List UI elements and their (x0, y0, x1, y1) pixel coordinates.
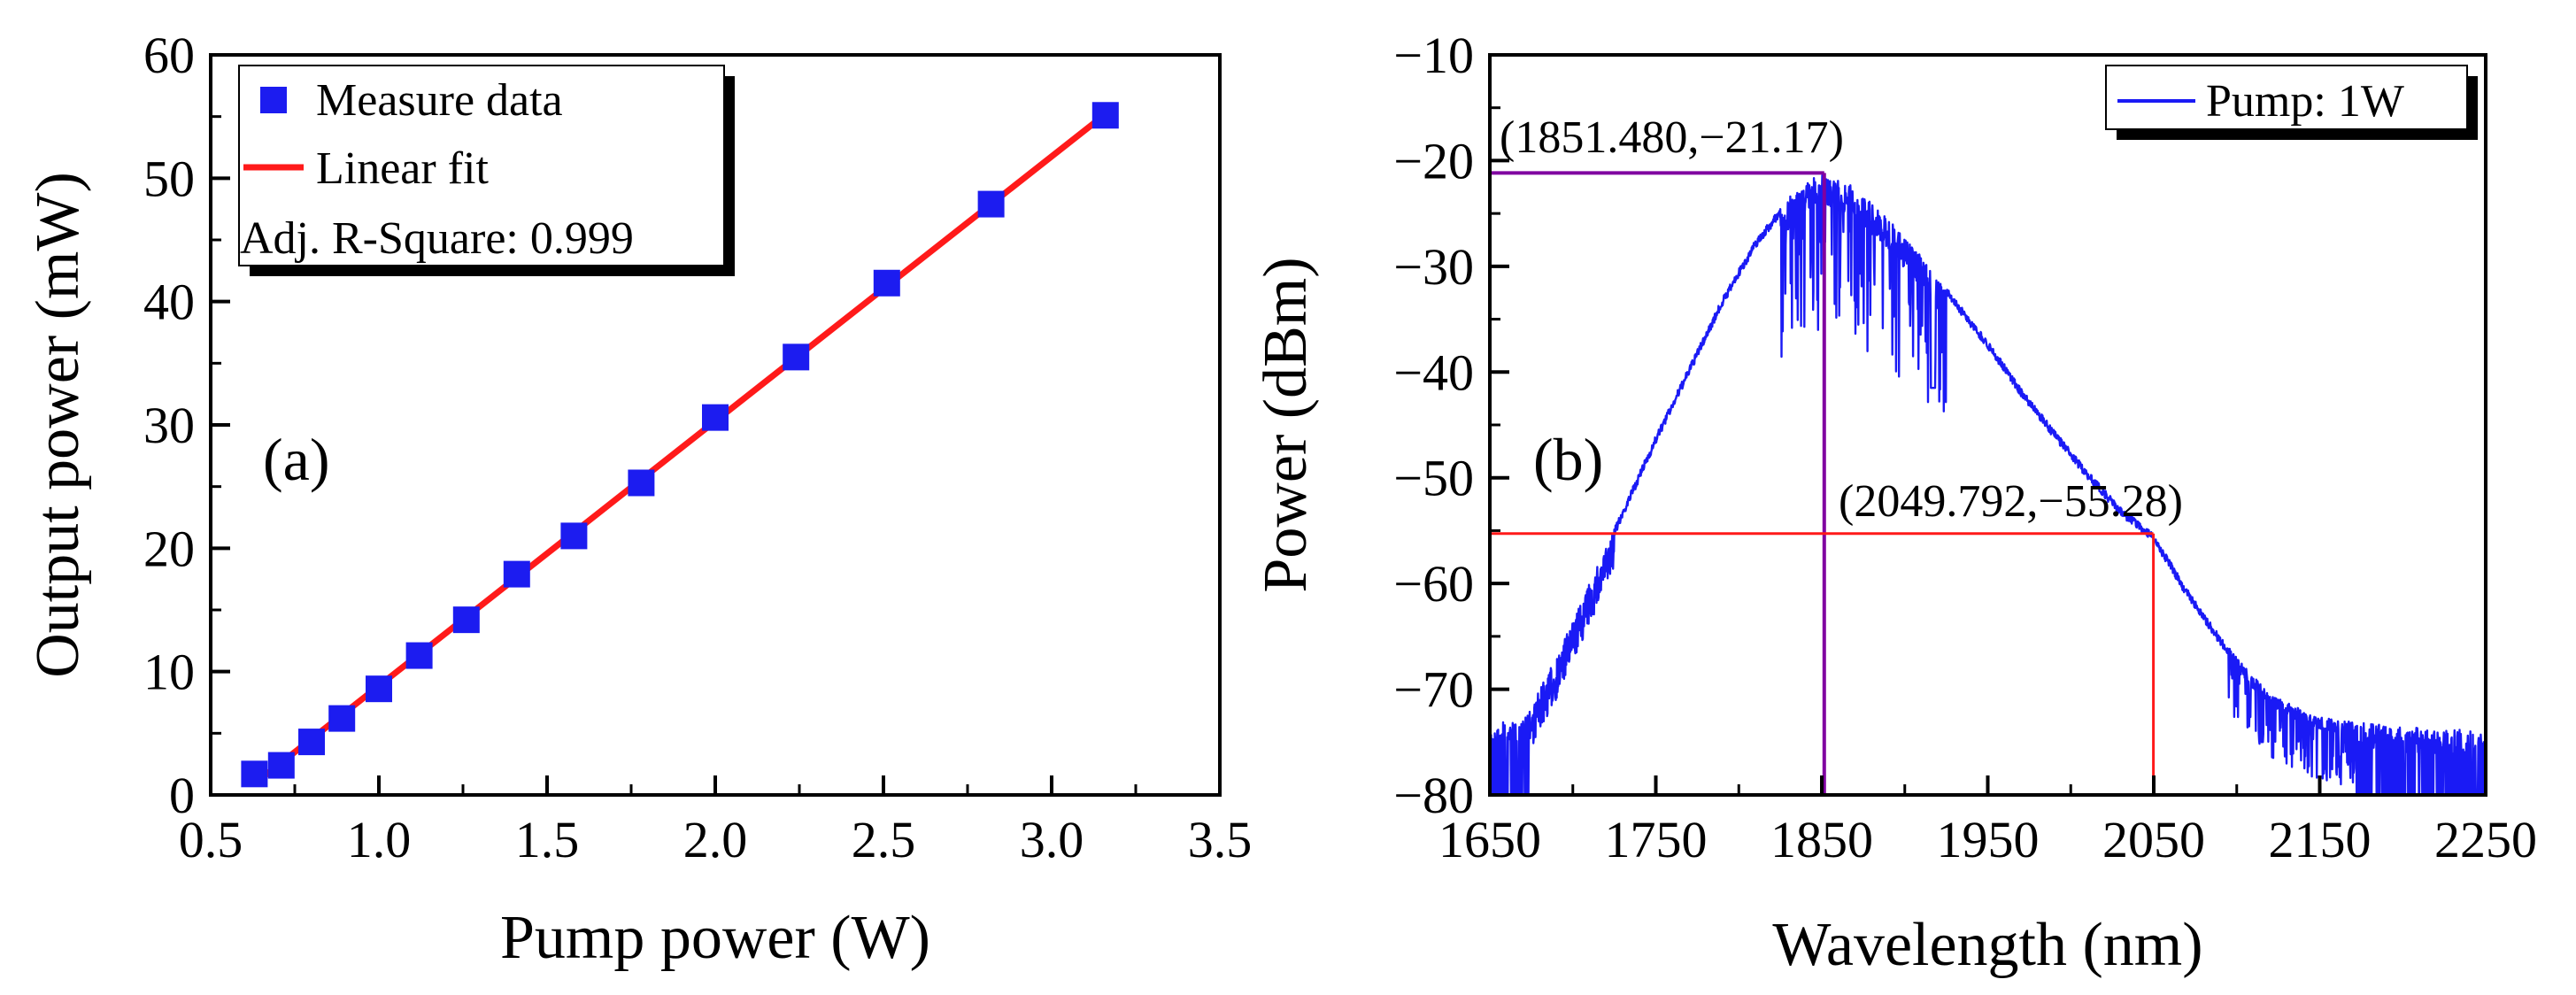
chart-a-legend-label-data: Measure data (316, 75, 563, 126)
chart-b-annotation-lines (1490, 171, 2156, 795)
chart-b-x-tick-label: 1950 (1937, 811, 2040, 868)
chart-b-annotation-edge: (2049.792,−55.28) (1839, 476, 2183, 527)
chart-b-panel-label: (b) (1533, 426, 1603, 493)
chart-a-data-point (977, 190, 1005, 218)
chart-a-x-tick-label: 2.0 (683, 811, 748, 868)
chart-a-points (241, 102, 1119, 788)
chart-a-data-point (1091, 102, 1119, 129)
chart-a-y-tick-label: 30 (143, 397, 195, 454)
chart-b-x-tick-label: 2050 (2102, 811, 2205, 868)
chart-b-y-tick-label: −40 (1393, 343, 1474, 401)
chart-a-x-tick-label: 2.5 (852, 811, 916, 868)
chart-b-x-tick-label: 1650 (1438, 811, 1541, 868)
chart-a-data-point (560, 522, 588, 550)
chart-a-x-tick-label: 0.5 (179, 811, 243, 868)
chart-a-y-tick-label: 20 (143, 520, 195, 577)
chart-b-y-tick-label: −50 (1393, 450, 1474, 507)
chart-a-legend-note: Adj. R-Square: 0.999 (240, 213, 634, 264)
chart-b-y-tick-labels: −10 −20 −30 −40 −50 −60 −70 −80 (1393, 27, 1474, 824)
chart-a-major-ticks (209, 53, 1222, 797)
chart-b: 1650 1750 1850 1950 2050 2150 2250 −10 −20 −30 −4… (1252, 27, 2537, 979)
chart-a-data-point (873, 269, 900, 297)
chart-a-data-point (783, 343, 810, 371)
chart-a-data-point (241, 760, 268, 788)
chart-b-y-tick-label: −10 (1393, 27, 1474, 84)
chart-a-fit-line (252, 112, 1107, 787)
chart-a-data-point (628, 469, 655, 497)
chart-b-legend: Pump: 1W (2105, 65, 2478, 140)
chart-a-y-tick-label: 60 (143, 27, 195, 84)
chart-a-y-tick-label: 10 (143, 644, 195, 701)
chart-b-y-tick-label: −80 (1393, 767, 1474, 824)
chart-a-y-tick-labels: 0 10 20 30 40 50 60 (143, 27, 195, 824)
chart-b-axes-frame (1488, 53, 2487, 797)
chart-a-y-axis-title: Output power (mW) (24, 172, 92, 678)
chart-a: 0.5 1.0 1.5 2.0 2.5 3.0 3.5 0 10 20 30 40 50 60 Pump… (24, 27, 1252, 972)
chart-b-legend-box (2105, 65, 2468, 130)
chart-a-x-tick-label: 1.5 (515, 811, 580, 868)
chart-a-x-tick-label: 1.0 (347, 811, 412, 868)
chart-a-data-point (267, 752, 295, 779)
chart-a-y-tick-label: 40 (143, 274, 195, 331)
chart-a-x-tick-label: 3.5 (1188, 811, 1253, 868)
chart-b-annotation-peak: (1851.480,−21.17) (1500, 112, 1844, 163)
chart-b-y-tick-label: −30 (1393, 238, 1474, 296)
chart-a-data-point (452, 606, 480, 634)
chart-b-spectrum-line (1488, 174, 2487, 797)
chart-b-x-tick-label: 2250 (2434, 811, 2537, 868)
chart-a-x-axis-title: Pump power (W) (500, 904, 930, 972)
chart-b-y-tick-label: −70 (1393, 661, 1474, 719)
chart-a-data-point (328, 705, 356, 732)
chart-a-y-tick-label: 50 (143, 150, 195, 207)
chart-a-x-tick-label: 3.0 (1020, 811, 1084, 868)
chart-a-panel-label: (a) (263, 426, 329, 493)
chart-b-y-axis-title: Power (dBm) (1252, 257, 1320, 592)
chart-b-y-tick-label: −60 (1393, 555, 1474, 613)
chart-b-x-tick-label: 1750 (1605, 811, 1708, 868)
chart-b-x-tick-labels: 1650 1750 1850 1950 2050 2150 2250 (1438, 811, 2537, 868)
chart-a-x-tick-labels: 0.5 1.0 1.5 2.0 2.5 3.0 3.5 (179, 811, 1253, 868)
chart-a-legend-label-fit: Linear fit (316, 143, 489, 194)
chart-b-minor-ticks (1490, 106, 2404, 795)
chart-b-y-tick-label: −20 (1393, 132, 1474, 189)
chart-a-data-point (298, 729, 325, 756)
chart-b-legend-label: Pump: 1W (2206, 76, 2404, 127)
chart-b-x-tick-label: 2150 (2269, 811, 2372, 868)
chart-a-data-point (702, 404, 729, 431)
chart-b-major-ticks (1488, 53, 2487, 797)
chart-b-x-tick-label: 1850 (1770, 811, 1873, 868)
chart-a-legend-box (238, 65, 725, 266)
chart-a-data-point (366, 675, 392, 703)
chart-a-legend: Measure data Linear fit Adj. R-Square: 0… (238, 65, 735, 276)
chart-a-data-point (405, 642, 433, 669)
chart-a-y-tick-label: 0 (169, 767, 195, 824)
chart-a-legend-marker-square (260, 87, 287, 113)
chart-a-data-point (503, 560, 530, 588)
chart-b-x-axis-title: Wavelength (nm) (1772, 911, 2202, 979)
